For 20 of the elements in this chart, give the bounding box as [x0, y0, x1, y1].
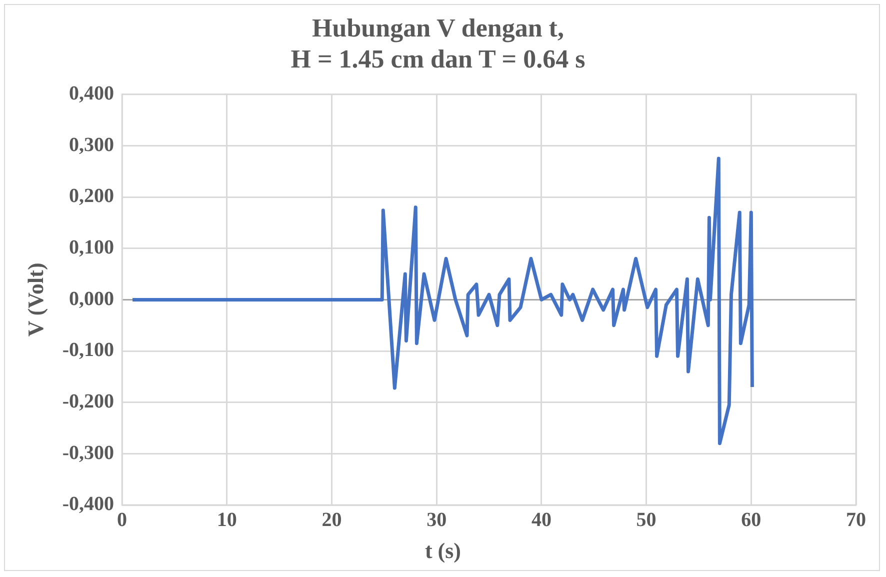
y-tick-label: 0,200 [69, 185, 114, 208]
y-tick-label: -0,400 [62, 493, 114, 516]
x-tick-label: 10 [216, 509, 237, 532]
x-tick-label: 0 [117, 509, 128, 532]
x-tick-label: 20 [322, 509, 342, 532]
y-tick-label: -0,200 [62, 390, 114, 413]
y-tick-label: 0,300 [69, 134, 114, 156]
x-tick-label: 70 [846, 509, 866, 532]
chart-title: Hubungan V dengan t, H = 1.45 cm dan T = 0.64 s [290, 13, 586, 74]
y-axis-title: V (Volt) [22, 262, 48, 337]
x-tick-label: 30 [426, 509, 447, 532]
y-tick-label: 0,000 [69, 288, 114, 310]
x-tick-label: 40 [531, 509, 552, 532]
y-tick-label: -0,100 [62, 339, 114, 362]
x-axis-title: t (s) [424, 538, 462, 564]
y-tick-label: -0,300 [62, 442, 114, 464]
x-tick-label: 60 [741, 509, 762, 532]
x-tick-label: 50 [636, 509, 656, 532]
y-tick-label: 0,400 [69, 82, 114, 105]
y-tick-label: 0,100 [69, 236, 114, 259]
